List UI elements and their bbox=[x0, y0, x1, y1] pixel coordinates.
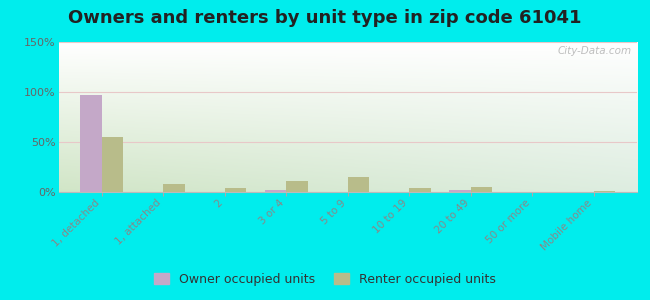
Legend: Owner occupied units, Renter occupied units: Owner occupied units, Renter occupied un… bbox=[149, 268, 501, 291]
Bar bbox=[471, 187, 493, 192]
Bar bbox=[348, 177, 369, 192]
Bar bbox=[101, 137, 123, 192]
Text: Owners and renters by unit type in zip code 61041: Owners and renters by unit type in zip c… bbox=[68, 9, 582, 27]
Text: City-Data.com: City-Data.com bbox=[557, 46, 631, 56]
Bar bbox=[286, 181, 307, 192]
Bar bbox=[410, 188, 431, 192]
Bar bbox=[225, 188, 246, 192]
Bar bbox=[80, 95, 101, 192]
Bar bbox=[265, 190, 286, 192]
Bar bbox=[163, 184, 185, 192]
Bar bbox=[594, 191, 616, 192]
Bar bbox=[449, 190, 471, 192]
